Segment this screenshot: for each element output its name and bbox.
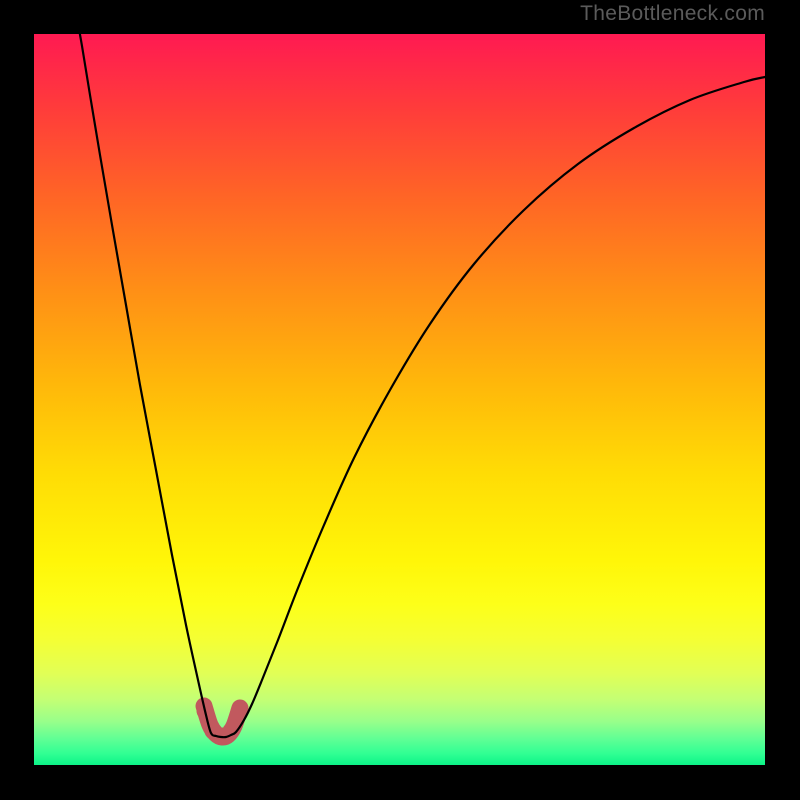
chart-svg [0,0,800,800]
watermark-text: TheBottleneck.com [580,2,765,26]
chart-container: TheBottleneck.com [0,0,800,800]
